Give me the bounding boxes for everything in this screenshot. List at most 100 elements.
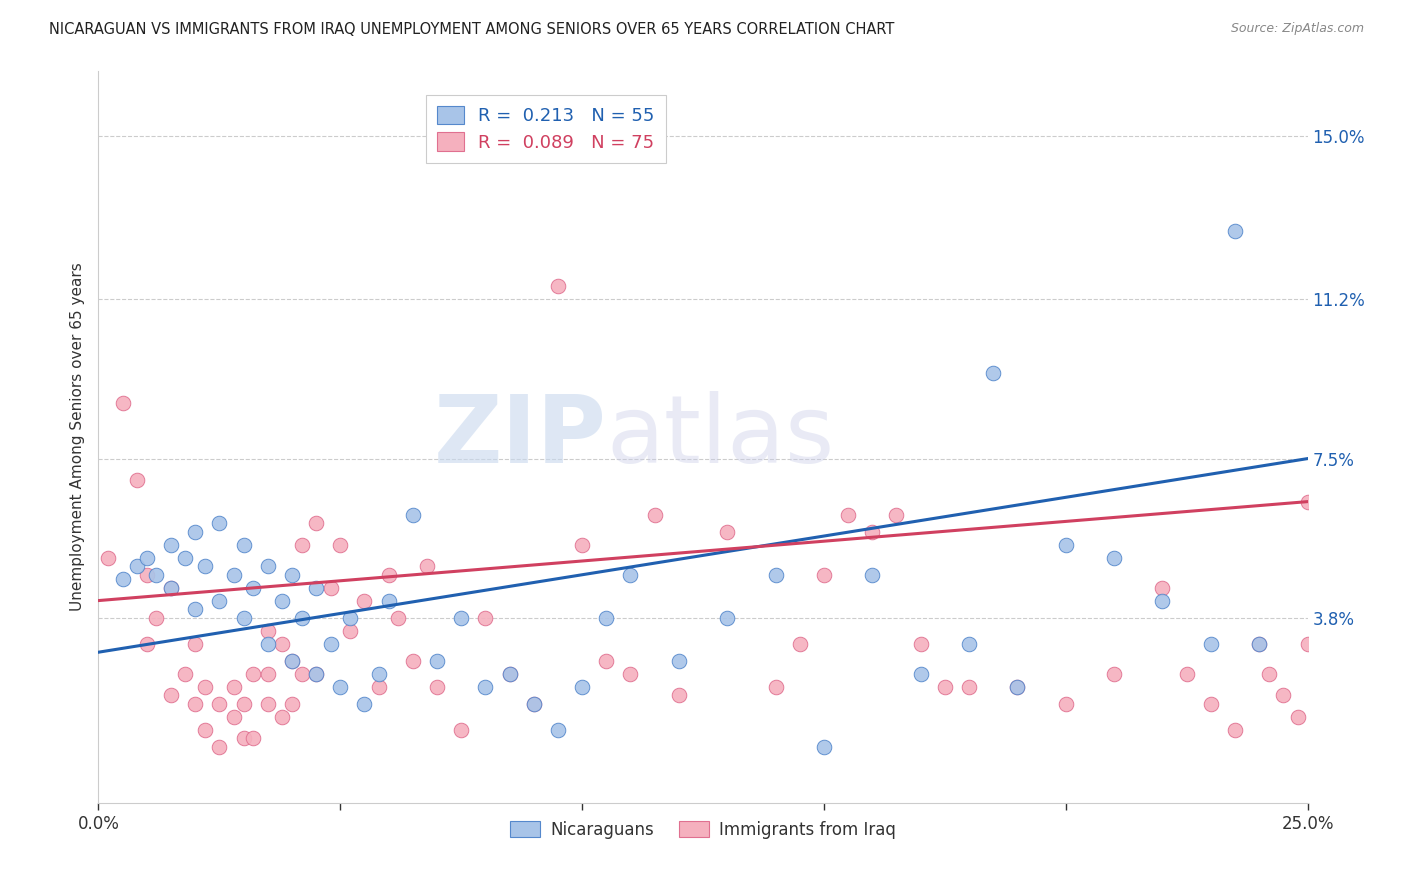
Point xyxy=(1223,223,1246,237)
Point xyxy=(416,559,439,574)
Point xyxy=(595,654,617,668)
Point xyxy=(1007,680,1029,694)
Point xyxy=(222,680,245,694)
Point xyxy=(1152,593,1174,607)
Point xyxy=(1199,697,1222,711)
Point xyxy=(319,581,342,595)
Point xyxy=(97,550,120,565)
Point xyxy=(160,581,183,595)
Point xyxy=(1175,666,1198,681)
Point xyxy=(160,581,183,595)
Point xyxy=(668,688,690,702)
Point xyxy=(1007,680,1029,694)
Point xyxy=(160,538,183,552)
Point xyxy=(910,666,932,681)
Point xyxy=(957,637,980,651)
Point xyxy=(184,697,207,711)
Point xyxy=(981,366,1004,380)
Point xyxy=(644,508,666,522)
Legend: Nicaraguans, Immigrants from Iraq: Nicaraguans, Immigrants from Iraq xyxy=(503,814,903,846)
Point xyxy=(402,654,425,668)
Point xyxy=(353,697,375,711)
Point xyxy=(256,559,278,574)
Point xyxy=(619,567,641,582)
Point xyxy=(547,723,569,737)
Point xyxy=(319,637,342,651)
Point xyxy=(290,611,312,625)
Point xyxy=(111,395,134,409)
Point xyxy=(837,508,859,522)
Point xyxy=(1286,710,1309,724)
Point xyxy=(450,611,472,625)
Point xyxy=(1054,697,1077,711)
Text: NICARAGUAN VS IMMIGRANTS FROM IRAQ UNEMPLOYMENT AMONG SENIORS OVER 65 YEARS CORR: NICARAGUAN VS IMMIGRANTS FROM IRAQ UNEMP… xyxy=(49,22,894,37)
Point xyxy=(377,593,399,607)
Point xyxy=(571,538,593,552)
Point xyxy=(256,666,278,681)
Point xyxy=(232,611,254,625)
Point xyxy=(1199,637,1222,651)
Point xyxy=(242,666,264,681)
Point xyxy=(368,666,391,681)
Point xyxy=(242,731,264,746)
Point xyxy=(368,680,391,694)
Point xyxy=(135,567,157,582)
Point xyxy=(256,697,278,711)
Point xyxy=(886,508,908,522)
Point xyxy=(860,567,883,582)
Text: atlas: atlas xyxy=(606,391,835,483)
Point xyxy=(571,680,593,694)
Point xyxy=(281,697,304,711)
Point xyxy=(160,688,183,702)
Point xyxy=(1223,723,1246,737)
Point xyxy=(860,524,883,539)
Point xyxy=(184,602,207,616)
Point xyxy=(256,637,278,651)
Point xyxy=(281,654,304,668)
Point xyxy=(305,666,328,681)
Point xyxy=(1102,666,1125,681)
Point xyxy=(1102,550,1125,565)
Point xyxy=(1152,581,1174,595)
Point xyxy=(184,524,207,539)
Point xyxy=(271,593,294,607)
Point xyxy=(450,723,472,737)
Point xyxy=(716,524,738,539)
Point xyxy=(619,666,641,681)
Point xyxy=(339,624,361,638)
Point xyxy=(387,611,409,625)
Point xyxy=(256,624,278,638)
Point xyxy=(813,739,835,754)
Point xyxy=(668,654,690,668)
Point xyxy=(208,739,231,754)
Point xyxy=(498,666,520,681)
Point xyxy=(498,666,520,681)
Point xyxy=(135,550,157,565)
Point xyxy=(1249,637,1271,651)
Point xyxy=(232,538,254,552)
Point xyxy=(232,697,254,711)
Point xyxy=(194,559,217,574)
Point xyxy=(716,611,738,625)
Point xyxy=(127,473,149,487)
Text: ZIP: ZIP xyxy=(433,391,606,483)
Point xyxy=(813,567,835,582)
Point xyxy=(222,710,245,724)
Point xyxy=(353,593,375,607)
Point xyxy=(1296,637,1319,651)
Point xyxy=(290,538,312,552)
Point xyxy=(765,680,787,694)
Point xyxy=(426,680,449,694)
Point xyxy=(329,538,352,552)
Point xyxy=(523,697,546,711)
Point xyxy=(1296,494,1319,508)
Point xyxy=(1257,666,1279,681)
Point xyxy=(232,731,254,746)
Point xyxy=(222,567,245,582)
Point xyxy=(271,637,294,651)
Point xyxy=(208,697,231,711)
Y-axis label: Unemployment Among Seniors over 65 years: Unemployment Among Seniors over 65 years xyxy=(69,263,84,611)
Point xyxy=(339,611,361,625)
Point xyxy=(281,654,304,668)
Point xyxy=(910,637,932,651)
